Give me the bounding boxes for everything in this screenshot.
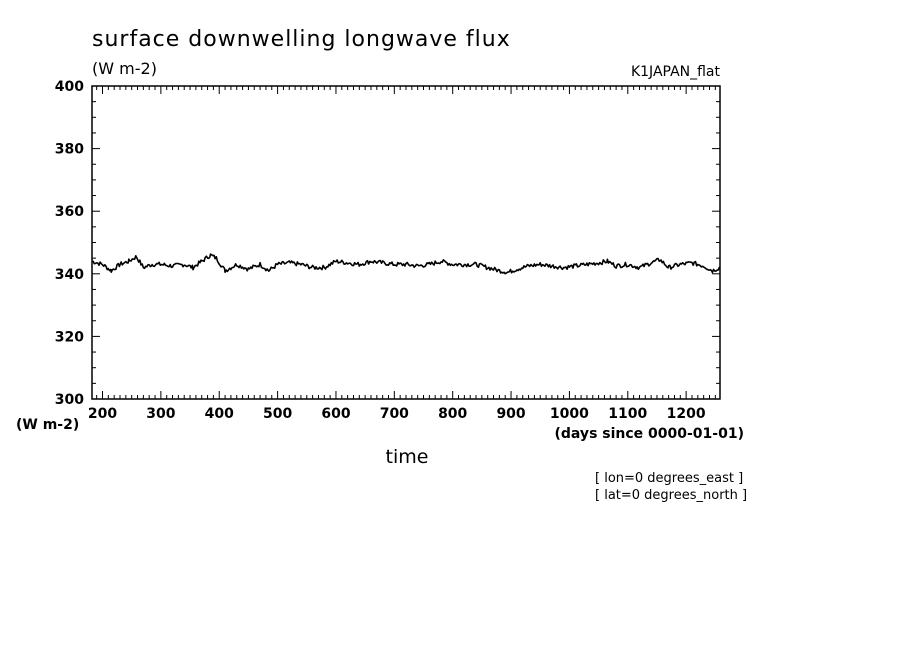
plot-frame (91, 85, 721, 400)
x-tick-label: 400 (205, 406, 234, 422)
annotation-lat: [ lat=0 degrees_north ] (595, 488, 747, 503)
y-tick-label: 340 (55, 267, 84, 283)
y-tick-labels: 300 320 340 360 380 400 (55, 79, 84, 408)
axis-ticks (92, 85, 720, 400)
x-tick-label: 900 (496, 406, 525, 422)
chart-units: (W m-2) (92, 59, 157, 78)
y-tick-label: 400 (55, 79, 84, 95)
series-line (91, 253, 721, 275)
x-tick-label: 800 (438, 406, 467, 422)
y-tick-label: 300 (55, 392, 84, 408)
x-tick-label: 200 (88, 406, 117, 422)
x-tick-labels: 200 300 400 500 600 700 800 900 1000 1100 1200 (88, 406, 706, 422)
y-tick-label: 360 (55, 204, 84, 220)
x-tick-label: 500 (263, 406, 292, 422)
y-tick-label: 380 (55, 142, 84, 158)
x-axis-title: time (386, 446, 429, 468)
x-tick-label: 1200 (667, 406, 706, 422)
x-tick-label: 1000 (550, 406, 589, 422)
dataset-label: K1JAPAN_flat (631, 64, 721, 80)
x-tick-label: 1100 (608, 406, 647, 422)
x-tick-label: 700 (380, 406, 409, 422)
x-tick-label: 300 (146, 406, 175, 422)
y-tick-label: 320 (55, 329, 84, 345)
x-tick-label: 600 (321, 406, 350, 422)
annotation-lon: [ lon=0 degrees_east ] (595, 471, 743, 486)
y-axis-units: (W m-2) (16, 417, 79, 433)
x-axis-units: (days since 0000-01-01) (555, 426, 745, 442)
chart-title: surface downwelling longwave flux (92, 27, 511, 52)
